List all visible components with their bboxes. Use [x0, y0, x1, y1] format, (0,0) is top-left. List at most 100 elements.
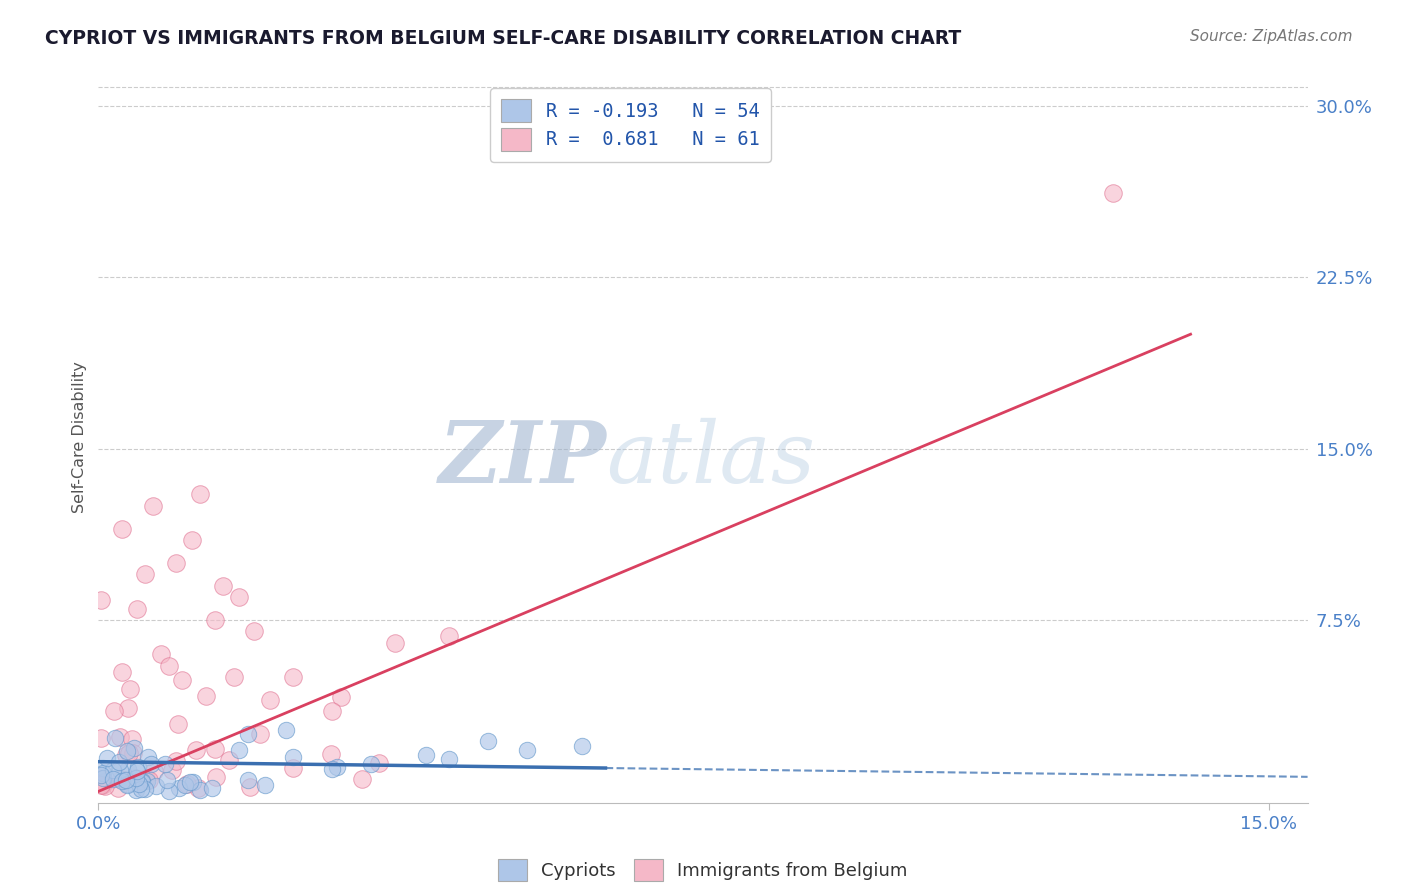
Point — [117, 744, 139, 758]
Point — [117, 762, 139, 776]
Point — [187, 781, 209, 796]
Point — [115, 747, 138, 762]
Point — [477, 734, 499, 748]
Point — [188, 487, 211, 501]
Point — [118, 747, 141, 761]
Point — [321, 762, 343, 776]
Point — [142, 499, 165, 513]
Point — [149, 647, 172, 661]
Point — [90, 777, 112, 791]
Text: CYPRIOT VS IMMIGRANTS FROM BELGIUM SELF-CARE DISABILITY CORRELATION CHART: CYPRIOT VS IMMIGRANTS FROM BELGIUM SELF-… — [45, 29, 962, 47]
Point — [125, 764, 148, 778]
Point — [125, 771, 148, 785]
Point — [110, 665, 132, 680]
Point — [122, 746, 145, 760]
Point — [115, 778, 138, 792]
Point — [121, 732, 143, 747]
Point — [107, 771, 129, 785]
Point — [90, 768, 112, 782]
Point — [228, 743, 250, 757]
Point — [91, 766, 114, 780]
Point — [165, 754, 187, 768]
Point — [124, 772, 146, 786]
Point — [238, 727, 260, 741]
Point — [155, 756, 177, 771]
Point — [136, 750, 159, 764]
Point — [128, 777, 150, 791]
Point — [103, 705, 125, 719]
Point — [176, 777, 198, 791]
Point — [188, 782, 211, 797]
Point — [170, 673, 193, 687]
Point — [319, 747, 342, 762]
Point — [142, 764, 165, 778]
Point — [156, 772, 179, 787]
Point — [274, 723, 297, 737]
Point — [201, 780, 224, 795]
Y-axis label: Self-Care Disability: Self-Care Disability — [72, 361, 87, 513]
Point — [108, 730, 131, 744]
Text: ZIP: ZIP — [439, 417, 606, 500]
Point — [439, 752, 461, 766]
Point — [571, 739, 593, 753]
Point — [93, 779, 115, 793]
Point — [165, 556, 187, 570]
Point — [131, 774, 153, 789]
Point — [111, 521, 134, 535]
Point — [415, 747, 437, 762]
Point — [117, 700, 139, 714]
Point — [254, 778, 277, 792]
Point — [145, 780, 167, 794]
Point — [107, 756, 129, 770]
Text: atlas: atlas — [606, 417, 815, 500]
Legend: Cypriots, Immigrants from Belgium: Cypriots, Immigrants from Belgium — [491, 852, 915, 888]
Point — [124, 741, 146, 756]
Point — [243, 624, 266, 639]
Point — [141, 757, 163, 772]
Point — [90, 592, 112, 607]
Point — [167, 716, 190, 731]
Point — [516, 743, 538, 757]
Point — [174, 778, 197, 792]
Point — [111, 773, 134, 788]
Point — [127, 601, 149, 615]
Point — [259, 693, 281, 707]
Point — [179, 774, 201, 789]
Point — [167, 780, 190, 795]
Point — [90, 731, 112, 746]
Point — [93, 761, 115, 775]
Point — [330, 690, 353, 705]
Point — [325, 759, 347, 773]
Point — [218, 753, 240, 767]
Point — [212, 579, 235, 593]
Point — [118, 681, 141, 696]
Point — [91, 771, 114, 785]
Point — [96, 750, 118, 764]
Point — [131, 774, 153, 789]
Point — [93, 774, 115, 789]
Point — [360, 756, 382, 771]
Point — [321, 705, 343, 719]
Point — [204, 613, 226, 627]
Point — [204, 742, 226, 756]
Point — [283, 670, 305, 684]
Point — [283, 750, 305, 764]
Point — [103, 764, 125, 778]
Point — [157, 658, 180, 673]
Point — [239, 780, 262, 794]
Point — [181, 533, 204, 547]
Point — [110, 772, 132, 786]
Point — [157, 783, 180, 797]
Point — [125, 783, 148, 797]
Point — [107, 780, 129, 795]
Point — [91, 778, 114, 792]
Point — [117, 777, 139, 791]
Point — [129, 781, 152, 796]
Point — [228, 590, 250, 604]
Point — [90, 772, 112, 786]
Point — [439, 629, 461, 643]
Point — [350, 772, 373, 786]
Point — [368, 756, 391, 771]
Point — [181, 774, 204, 789]
Point — [127, 759, 149, 773]
